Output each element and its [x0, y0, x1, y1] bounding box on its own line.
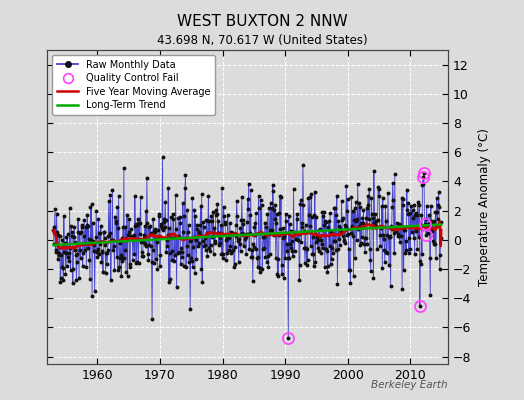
Text: WEST BUXTON 2 NNW: WEST BUXTON 2 NNW [177, 14, 347, 29]
Y-axis label: Temperature Anomaly (°C): Temperature Anomaly (°C) [478, 128, 492, 286]
Text: 43.698 N, 70.617 W (United States): 43.698 N, 70.617 W (United States) [157, 34, 367, 47]
Legend: Raw Monthly Data, Quality Control Fail, Five Year Moving Average, Long-Term Tren: Raw Monthly Data, Quality Control Fail, … [52, 55, 215, 115]
Text: Berkeley Earth: Berkeley Earth [372, 380, 448, 390]
